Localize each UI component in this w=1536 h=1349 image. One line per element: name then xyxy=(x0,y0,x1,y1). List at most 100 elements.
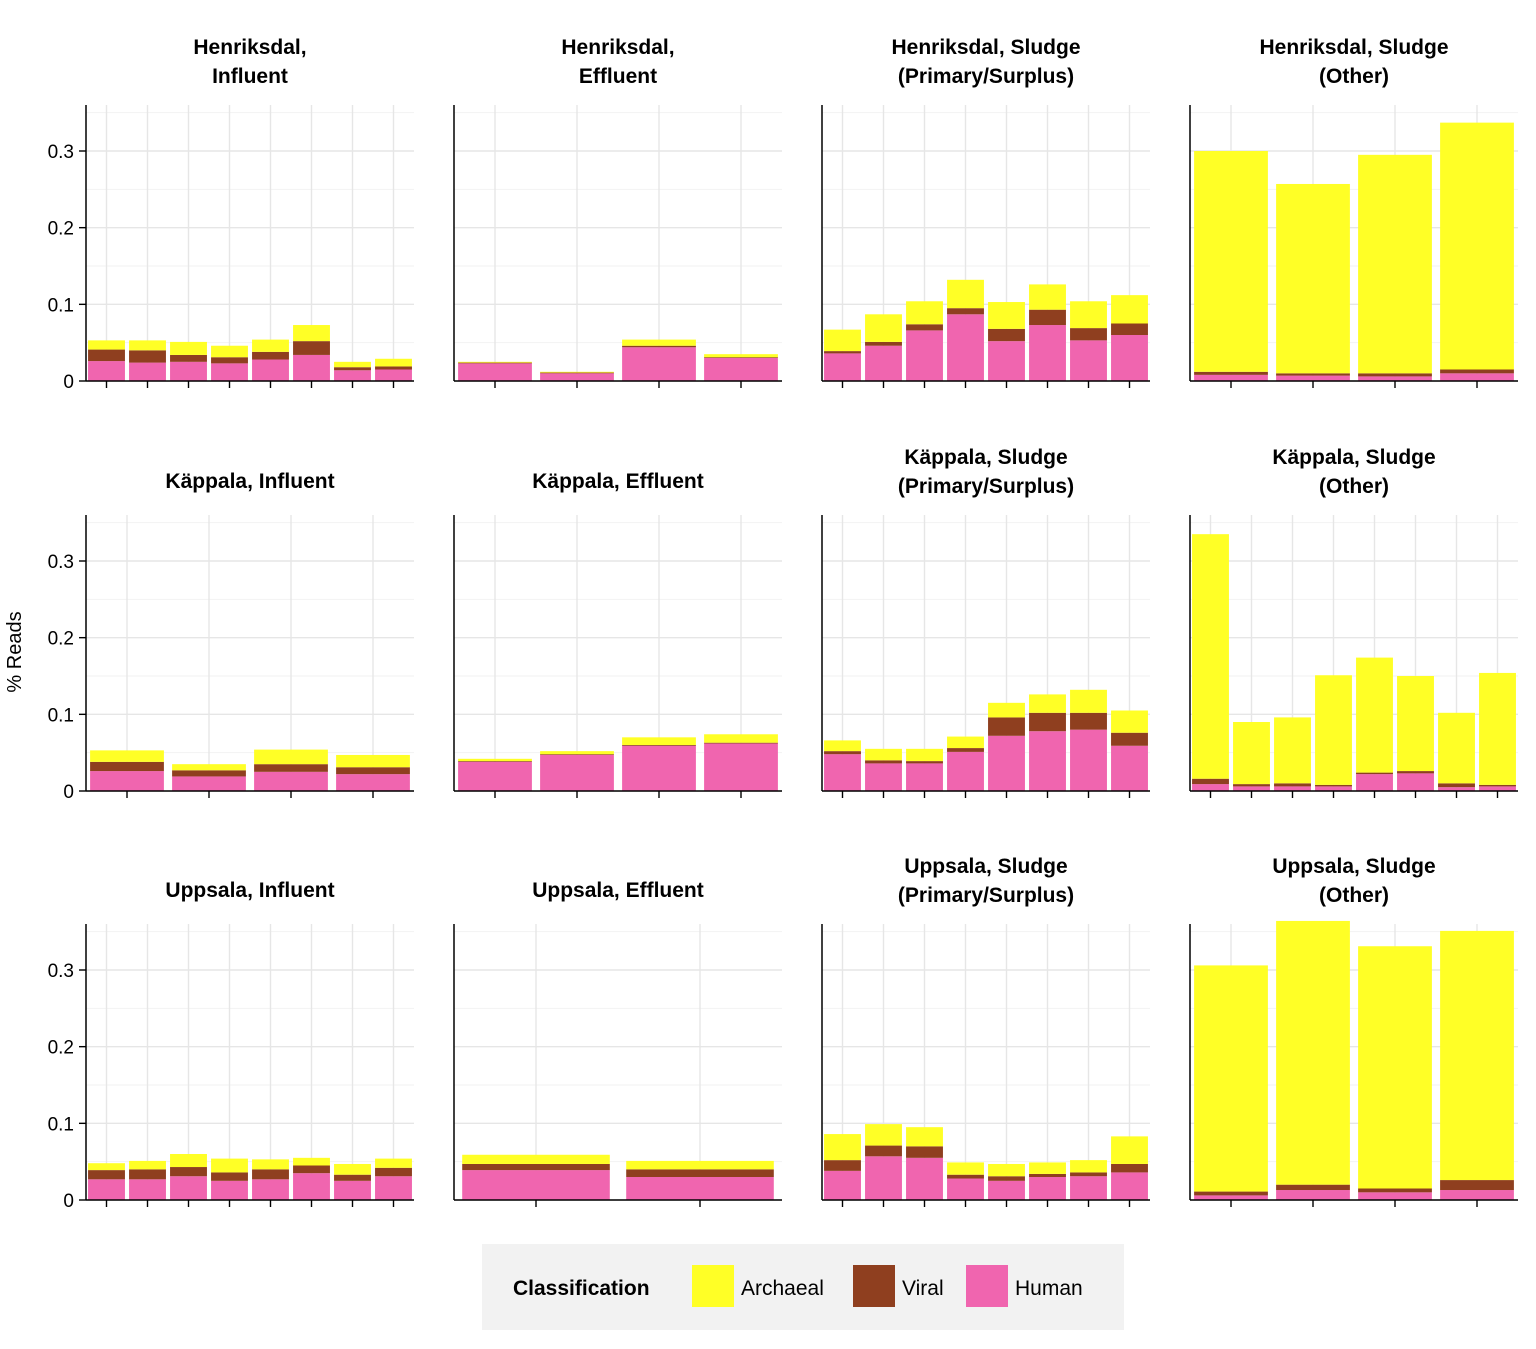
bar-segment-human xyxy=(1276,375,1350,381)
bar-segment-viral xyxy=(704,742,778,744)
bar-segment-archaeal xyxy=(129,340,166,351)
y-tick-label: 0.1 xyxy=(48,705,74,726)
bar-segment-viral xyxy=(1276,373,1350,376)
bar-segment-human xyxy=(170,361,207,381)
bar-segment-human xyxy=(1070,340,1107,381)
bar-segment-viral xyxy=(540,754,614,755)
bar-segment-human xyxy=(211,363,248,381)
bar-segment-human xyxy=(865,763,902,791)
bar-segment-viral xyxy=(540,372,614,374)
y-tick-label: 0 xyxy=(63,782,74,803)
bar-segment-archaeal xyxy=(1397,676,1434,772)
bar-segment-archaeal xyxy=(1438,712,1475,784)
panel-title: Uppsala, Effluent xyxy=(532,879,704,902)
bar-segment-human xyxy=(458,363,532,381)
panel-title: Influent xyxy=(212,65,288,88)
bar-segment-viral xyxy=(1029,309,1066,326)
facet-panel: Henriksdal, Sludge (Primary/Surplus) xyxy=(821,36,1150,388)
bar-segment-human xyxy=(704,743,778,791)
bar-segment-human xyxy=(1192,784,1229,791)
bar-segment-human xyxy=(172,776,246,791)
bar-segment-viral xyxy=(865,760,902,764)
bar-segment-human xyxy=(626,1177,774,1200)
y-tick-label: 0 xyxy=(63,372,74,393)
bar-segment-archaeal xyxy=(1111,710,1148,733)
bar-segment-archaeal xyxy=(1029,694,1066,713)
panel-title: (Other) xyxy=(1319,475,1389,498)
bar-segment-archaeal xyxy=(88,340,125,350)
bar-segment-archaeal xyxy=(1029,1162,1066,1174)
bar-segment-human xyxy=(1274,786,1311,791)
bar-segment-viral xyxy=(1315,784,1352,787)
bar-segment-archaeal xyxy=(704,354,778,358)
y-tick-label: 0.2 xyxy=(48,629,74,650)
legend-key-human xyxy=(966,1265,1008,1307)
legend-label: Human xyxy=(1015,1277,1083,1300)
bar-segment-archaeal xyxy=(1276,920,1350,1185)
bar-segment-human xyxy=(1233,786,1270,791)
bar-segment-archaeal xyxy=(824,1134,861,1161)
bar-segment-human xyxy=(254,771,328,791)
bar-segment-viral xyxy=(1192,778,1229,785)
panel-title: Käppala, Influent xyxy=(165,470,334,493)
bar-segment-archaeal xyxy=(375,358,412,367)
bar-segment-human xyxy=(1029,1177,1066,1200)
panel-title: (Primary/Surplus) xyxy=(898,884,1074,907)
bar-segment-human xyxy=(1358,376,1432,381)
bar-segment-viral xyxy=(1194,1191,1268,1196)
bar-segment-viral xyxy=(334,367,371,371)
bar-segment-archaeal xyxy=(375,1158,412,1168)
bar-segment-human xyxy=(1111,1172,1148,1200)
bar-segment-human xyxy=(129,1179,166,1200)
bar-segment-human xyxy=(704,358,778,381)
bar-segment-human xyxy=(1440,373,1514,381)
legend-key-archaeal xyxy=(692,1265,734,1307)
bar-segment-human xyxy=(1276,1190,1350,1200)
bar-segment-viral xyxy=(88,349,125,362)
bar-segment-archaeal xyxy=(293,325,330,342)
bar-segment-human xyxy=(88,1179,125,1200)
bar-segment-human xyxy=(1356,774,1393,791)
bar-segment-human xyxy=(865,345,902,381)
bar-segment-viral xyxy=(1070,328,1107,341)
y-tick-label: 0.3 xyxy=(48,961,74,982)
bar-segment-viral xyxy=(1029,1173,1066,1177)
bar-segment-archaeal xyxy=(824,740,861,752)
bar-segment-viral xyxy=(252,1169,289,1180)
bar-segment-human xyxy=(824,1170,861,1200)
bar-segment-viral xyxy=(824,751,861,755)
bar-segment-human xyxy=(1315,786,1352,791)
bar-segment-human xyxy=(458,761,532,791)
panel-title: Uppsala, Influent xyxy=(165,879,334,902)
bar-segment-viral xyxy=(988,717,1025,736)
bar-segment-human xyxy=(375,1176,412,1200)
legend-key-viral xyxy=(853,1265,895,1307)
bar-segment-archaeal xyxy=(334,361,371,368)
bar-segment-human xyxy=(622,745,696,791)
bar-segment-human xyxy=(336,774,410,791)
panel-title: (Other) xyxy=(1319,65,1389,88)
bar-segment-human xyxy=(988,341,1025,381)
bar-segment-viral xyxy=(211,357,248,364)
bar-segment-viral xyxy=(988,328,1025,342)
bar-segment-viral xyxy=(1029,712,1066,732)
bar-segment-archaeal xyxy=(1358,946,1432,1189)
bar-segment-archaeal xyxy=(1192,534,1229,779)
bar-segment-viral xyxy=(1358,1188,1432,1193)
bar-segment-viral xyxy=(172,770,246,777)
bar-segment-viral xyxy=(129,350,166,363)
bar-segment-archaeal xyxy=(1194,151,1268,372)
bar-segment-viral xyxy=(988,1176,1025,1181)
bar-segment-human xyxy=(462,1170,610,1200)
bar-segment-viral xyxy=(170,1167,207,1177)
panel-title: (Primary/Surplus) xyxy=(898,65,1074,88)
facet-panel: 0 0.1 0.2 0.3 Henriksdal, Influent xyxy=(48,36,414,393)
bar-segment-viral xyxy=(88,1170,125,1180)
bar-segment-viral xyxy=(947,748,984,752)
bar-segment-archaeal xyxy=(704,734,778,743)
bar-segment-archaeal xyxy=(1194,965,1268,1192)
facet-panel: Henriksdal, Sludge (Other) xyxy=(1189,36,1518,388)
bar-segment-viral xyxy=(1356,772,1393,775)
bar-segment-human xyxy=(1111,745,1148,791)
bar-segment-viral xyxy=(462,1163,610,1171)
